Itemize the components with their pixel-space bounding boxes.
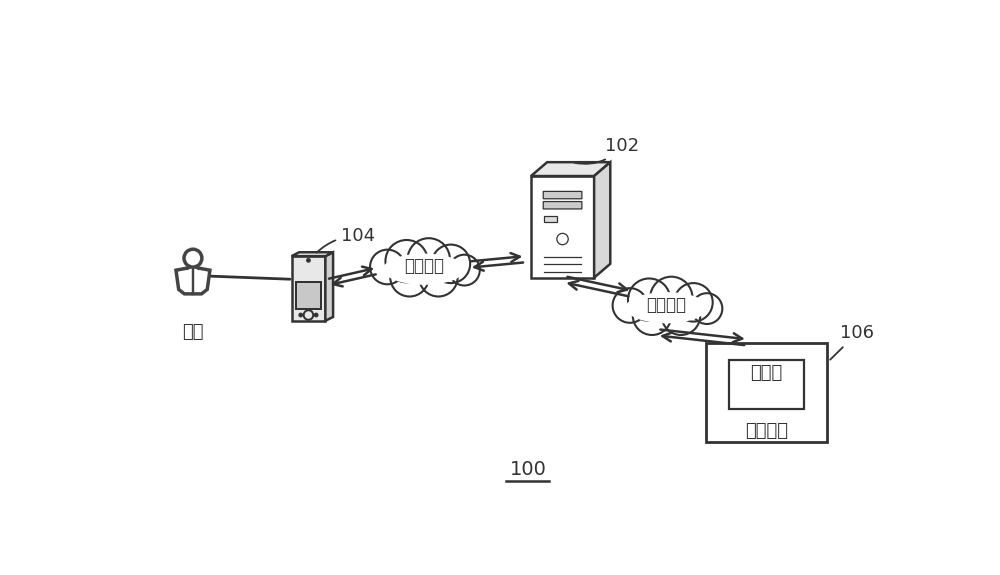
- Polygon shape: [292, 256, 325, 321]
- Text: 用户: 用户: [182, 323, 204, 341]
- Circle shape: [390, 258, 429, 297]
- Text: 网络连接: 网络连接: [404, 257, 444, 275]
- Bar: [544, 216, 557, 222]
- Text: 104: 104: [317, 227, 375, 252]
- Circle shape: [419, 258, 458, 297]
- Polygon shape: [292, 252, 333, 256]
- Circle shape: [662, 297, 700, 335]
- Bar: [296, 282, 321, 309]
- Text: 100: 100: [509, 461, 546, 480]
- Circle shape: [307, 259, 310, 262]
- Ellipse shape: [383, 254, 465, 285]
- Text: 显示屏: 显示屏: [750, 364, 783, 382]
- Circle shape: [385, 240, 428, 282]
- Bar: [531, 176, 594, 278]
- Circle shape: [449, 255, 480, 286]
- Polygon shape: [325, 252, 333, 321]
- Polygon shape: [531, 162, 610, 176]
- Circle shape: [370, 250, 405, 284]
- Bar: [706, 343, 827, 442]
- Text: 102: 102: [575, 137, 639, 164]
- Circle shape: [628, 278, 670, 321]
- Circle shape: [408, 238, 450, 281]
- Text: 106: 106: [830, 324, 874, 359]
- Text: 受控设备: 受控设备: [745, 422, 788, 440]
- Circle shape: [674, 283, 713, 321]
- Circle shape: [633, 297, 671, 335]
- FancyBboxPatch shape: [543, 191, 582, 199]
- Polygon shape: [594, 162, 610, 278]
- Circle shape: [432, 244, 470, 283]
- Circle shape: [692, 293, 722, 324]
- Circle shape: [613, 288, 647, 323]
- FancyBboxPatch shape: [543, 202, 582, 209]
- Text: 网络连接: 网络连接: [646, 296, 686, 313]
- Circle shape: [314, 313, 318, 317]
- Bar: [729, 360, 804, 409]
- Circle shape: [650, 277, 692, 319]
- Circle shape: [299, 313, 302, 317]
- Ellipse shape: [626, 292, 707, 323]
